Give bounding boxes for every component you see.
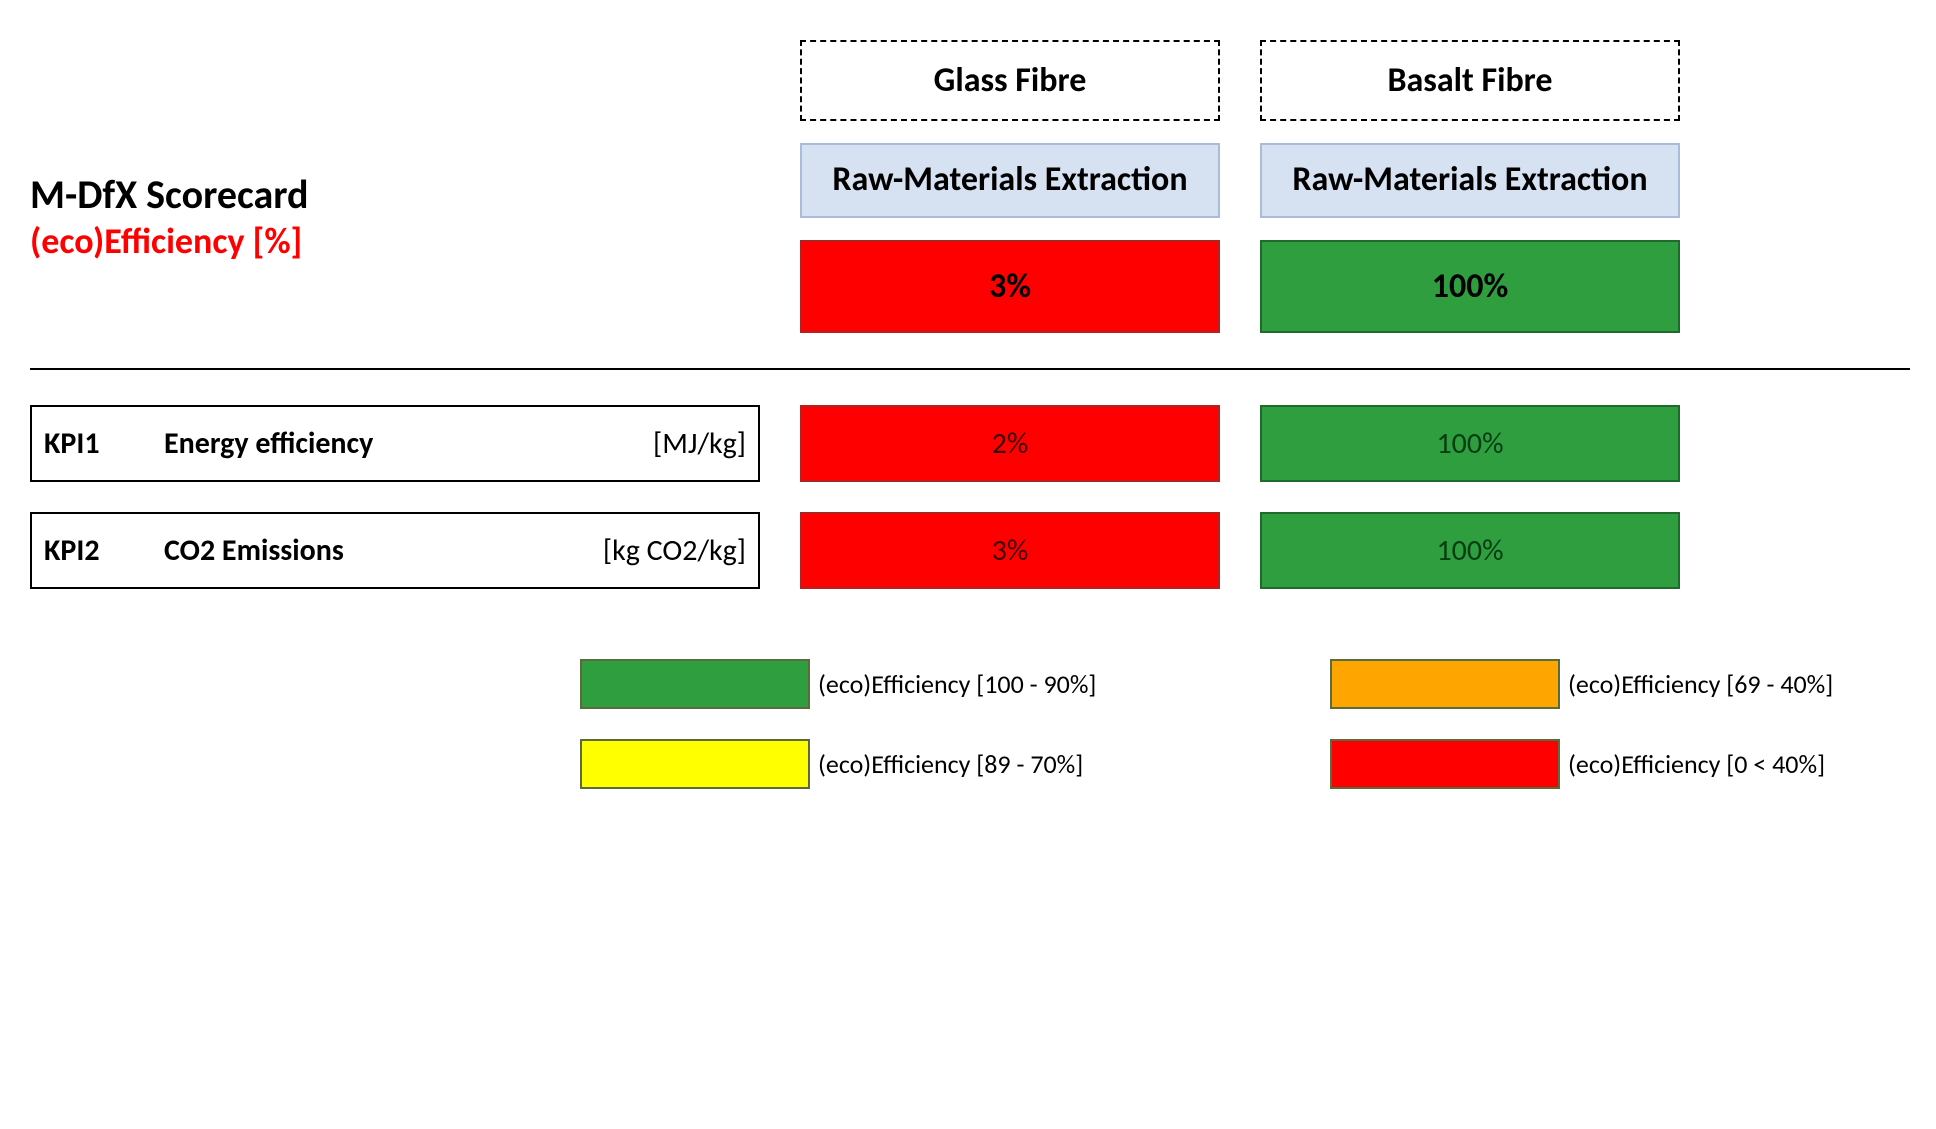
legend-label-yellow: (eco)Efficiency [89 - 70%]: [818, 748, 1083, 780]
kpi2-value-glass: 3%: [800, 512, 1220, 589]
kpi1-name: Energy efficiency: [164, 425, 546, 462]
scorecard-title-line1: M-DfX Scorecard: [30, 170, 760, 219]
legend-swatch-orange: [1330, 659, 1560, 709]
kpi1-value-glass: 2%: [800, 405, 1220, 482]
legend: (eco)Efficiency [100 - 90%] (eco)Efficie…: [580, 659, 1910, 789]
legend-item-red: (eco)Efficiency [0 < 40%]: [1330, 739, 1936, 789]
legend-label-orange: (eco)Efficiency [69 - 40%]: [1568, 668, 1833, 700]
section-divider: [30, 368, 1910, 370]
kpi2-unit: [kg CO2/kg]: [546, 532, 746, 569]
column-subheader-glass: Raw-Materials Extraction: [800, 143, 1220, 218]
scorecard-title-block: M-DfX Scorecard (eco)Efficiency [%]: [30, 40, 760, 333]
legend-item-yellow: (eco)Efficiency [89 - 70%]: [580, 739, 1260, 789]
kpi1-unit: [MJ/kg]: [546, 425, 746, 462]
kpi1-label: KPI1 Energy efficiency [MJ/kg]: [30, 405, 760, 482]
column-glass-fibre: Glass Fibre Raw-Materials Extraction 3%: [800, 40, 1220, 333]
kpi1-value-basalt: 100%: [1260, 405, 1680, 482]
column-basalt-fibre: Basalt Fibre Raw-Materials Extraction 10…: [1260, 40, 1680, 333]
legend-swatch-green: [580, 659, 810, 709]
kpi2-name: CO2 Emissions: [164, 532, 546, 569]
legend-label-green: (eco)Efficiency [100 - 90%]: [818, 668, 1096, 700]
kpi2-value-basalt: 100%: [1260, 512, 1680, 589]
legend-item-green: (eco)Efficiency [100 - 90%]: [580, 659, 1260, 709]
kpi2-id: KPI2: [44, 532, 164, 569]
legend-swatch-yellow: [580, 739, 810, 789]
column-header-glass: Glass Fibre: [800, 40, 1220, 121]
legend-item-orange: (eco)Efficiency [69 - 40%]: [1330, 659, 1936, 709]
legend-swatch-red: [1330, 739, 1560, 789]
column-subheader-basalt: Raw-Materials Extraction: [1260, 143, 1680, 218]
column-header-basalt: Basalt Fibre: [1260, 40, 1680, 121]
column-score-glass: 3%: [800, 240, 1220, 333]
column-score-basalt: 100%: [1260, 240, 1680, 333]
legend-label-red: (eco)Efficiency [0 < 40%]: [1568, 748, 1825, 780]
kpi2-label: KPI2 CO2 Emissions [kg CO2/kg]: [30, 512, 760, 589]
scorecard-title-line2: (eco)Efficiency [%]: [30, 219, 760, 263]
kpi-grid: KPI1 Energy efficiency [MJ/kg] 2% 100% K…: [30, 405, 1910, 589]
kpi1-id: KPI1: [44, 425, 164, 462]
